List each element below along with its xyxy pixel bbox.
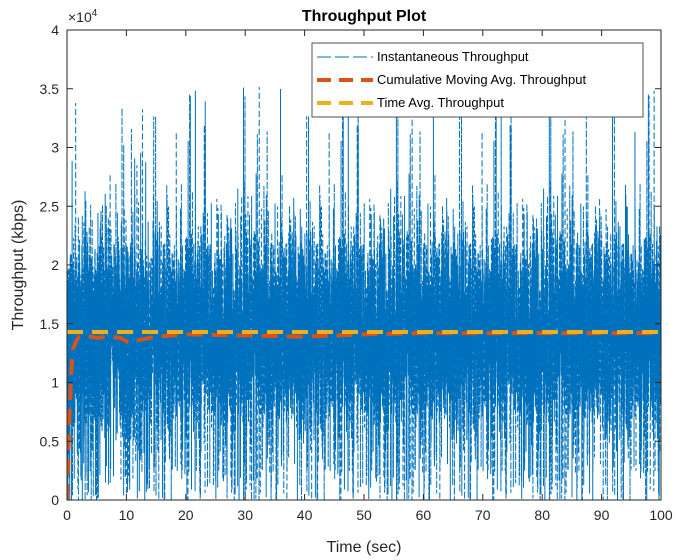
x-tick-label: 100	[649, 507, 673, 523]
y-axis-exponent-power: 4	[92, 8, 98, 19]
x-tick-label: 50	[356, 507, 372, 523]
x-axis-ticks: 0 10 20 30 40 50 60 70 80 90 100	[63, 30, 673, 523]
series-layer	[67, 86, 661, 500]
y-tick-label: 0	[51, 492, 59, 508]
legend-entry-instantaneous: Instantaneous Throughput	[377, 49, 529, 64]
x-tick-label: 60	[416, 507, 432, 523]
x-tick-label: 40	[297, 507, 313, 523]
x-tick-label: 0	[63, 507, 71, 523]
y-tick-label: 2	[51, 257, 59, 273]
x-tick-label: 30	[237, 507, 253, 523]
y-tick-label: 0.5	[40, 433, 60, 449]
x-tick-label: 10	[119, 507, 135, 523]
y-axis-exponent: ×104	[68, 8, 98, 25]
x-tick-label: 20	[178, 507, 194, 523]
y-tick-label: 4	[51, 22, 59, 38]
y-axis-ticks: 0 0.5 1 1.5 2 2.5 3 3.5 4	[40, 22, 661, 508]
legend-entry-time-avg: Time Avg. Throughput	[377, 95, 504, 110]
y-tick-label: 1	[51, 375, 59, 391]
y-tick-label: 2.5	[40, 198, 60, 214]
x-tick-label: 80	[534, 507, 550, 523]
y-tick-label: 3.5	[40, 81, 60, 97]
series-line-0	[67, 86, 661, 500]
x-axis-label: Time (sec)	[327, 539, 402, 556]
x-tick-label: 90	[594, 507, 610, 523]
x-tick-label: 70	[475, 507, 491, 523]
y-axis-label: Throughput (kbps)	[10, 200, 27, 331]
legend: Instantaneous Throughput Cumulative Movi…	[311, 42, 644, 118]
chart-title: Throughput Plot	[302, 8, 427, 25]
y-tick-label: 1.5	[40, 316, 60, 332]
legend-entry-cumulative: Cumulative Moving Avg. Throughput	[377, 72, 586, 87]
y-tick-label: 3	[51, 140, 59, 156]
